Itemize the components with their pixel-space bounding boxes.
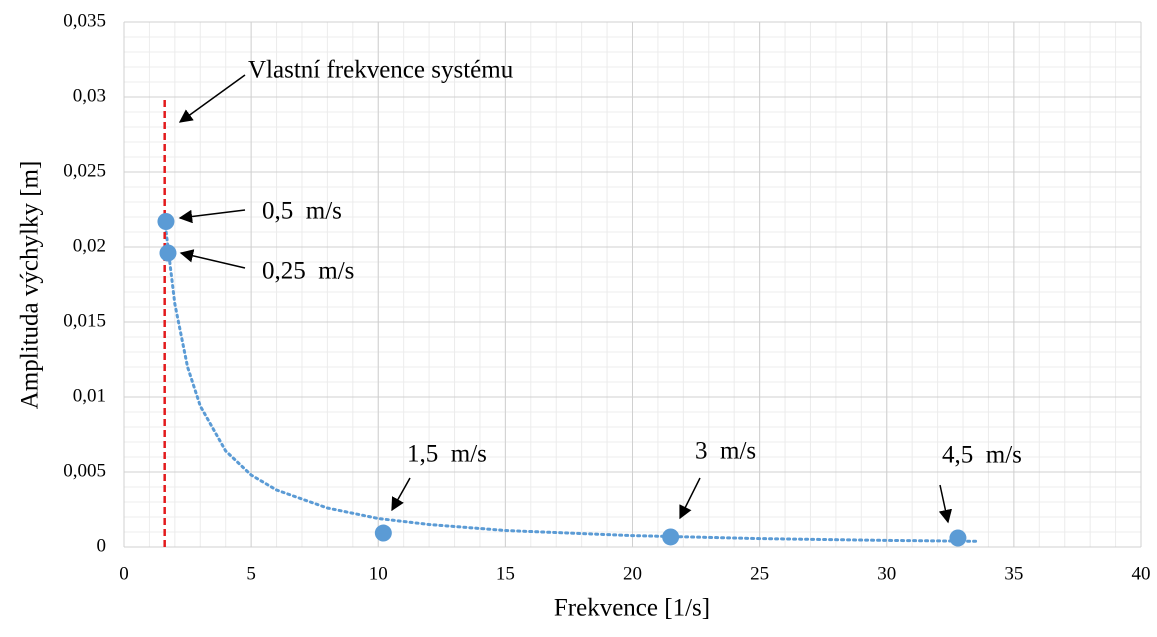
annotation-arrow [679, 477, 701, 520]
x-tick-label: 20 [623, 563, 642, 584]
x-tick-label: 0 [119, 563, 129, 584]
annotation: Vlastní frekvence systému [248, 57, 514, 84]
annotation: 3 m/s [695, 438, 756, 465]
annotation: 4,5 m/s [942, 442, 1022, 469]
x-tick-label: 40 [1132, 563, 1151, 584]
x-axis-label: Frekvence [1/s] [554, 595, 710, 622]
x-tick-label: 15 [496, 563, 515, 584]
y-tick-label: 0,015 [63, 310, 106, 331]
y-axis-label: Amplituda výchylky [m] [17, 161, 44, 410]
annotation-arrow [178, 74, 246, 123]
x-tick-label: 25 [750, 563, 769, 584]
x-tick-label: 10 [369, 563, 388, 584]
annotation-arrow [938, 484, 953, 524]
annotation: 0,25 m/s [262, 258, 354, 285]
point [949, 529, 967, 547]
x-tick-label: 30 [877, 563, 896, 584]
y-tick-label: 0,025 [63, 160, 106, 181]
y-tick-label: 0 [97, 535, 107, 556]
y-tick-label: 0,035 [63, 10, 106, 31]
point [159, 244, 177, 262]
annotation: 0,5 m/s [262, 198, 342, 225]
trendline [163, 218, 980, 543]
annotation-arrow [178, 209, 246, 224]
point [662, 528, 680, 546]
annotation-arrow [179, 249, 246, 269]
y-tick-label: 0,01 [73, 385, 106, 406]
y-tick-label: 0,03 [73, 85, 106, 106]
point [374, 524, 392, 542]
point [157, 213, 175, 230]
y-tick-label: 0,005 [63, 460, 106, 481]
x-tick-label: 5 [246, 563, 256, 584]
y-tick-label: 0,02 [73, 235, 106, 256]
annotation: 1,5 m/s [407, 441, 487, 468]
x-tick-label: 35 [1004, 563, 1023, 584]
annotation-arrow [391, 477, 411, 512]
